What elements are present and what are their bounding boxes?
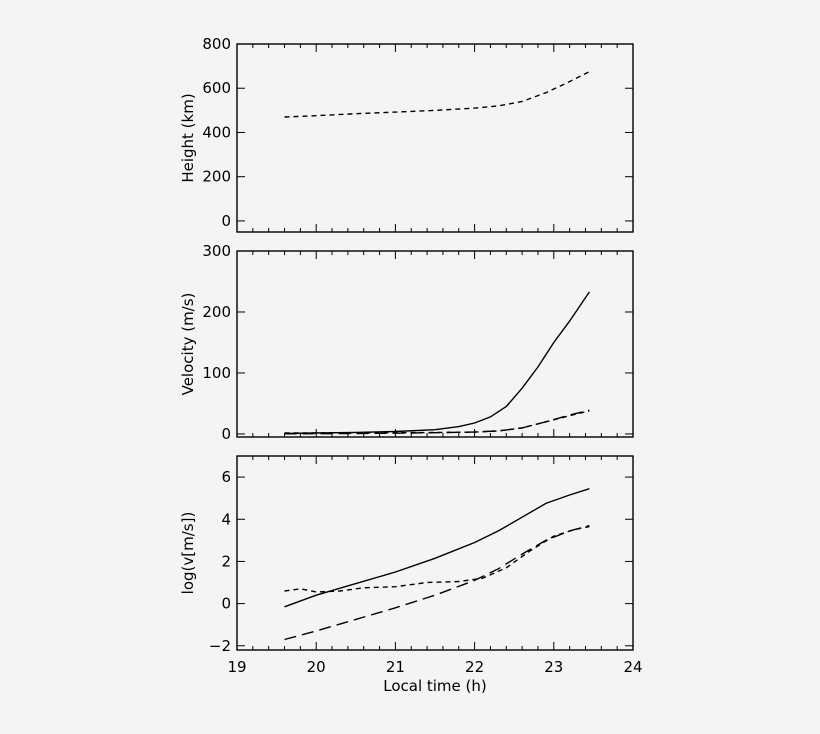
x-tick-label: 22 [465,658,484,676]
log-velocity-series-solid [284,488,590,608]
log-velocity-y-tick-label: 6 [221,468,231,486]
velocity-y-tick-label: 300 [202,242,231,260]
velocity-plot-frame [236,250,634,438]
x-tick-label: 23 [544,658,563,676]
height-y-tick-label: 400 [202,123,231,141]
height-y-tick-label: 800 [202,35,231,53]
velocity-series-long-dash [284,409,590,435]
log-velocity-series-short-dash [284,525,590,593]
log-velocity-y-tick-label: 0 [221,595,231,613]
height-y-tick-label: 600 [202,79,231,97]
log-velocity-y-tick-label: −2 [209,637,231,655]
velocity-y-tick-label: 0 [221,425,231,443]
log-velocity-y-tick-label: 4 [221,510,231,528]
x-tick-label: 20 [307,658,326,676]
height-y-tick-label: 200 [202,168,231,186]
velocity-y-axis-label: Velocity (m/s) [179,293,197,396]
velocity-series-solid [284,291,590,435]
x-tick-label: 24 [623,658,642,676]
height-y-tick-label: 0 [221,212,231,230]
height-panel: 0 200 400 600 800 Height (km) [179,35,634,233]
height-plot-frame [236,43,634,233]
x-tick-label: 21 [386,658,405,676]
log-velocity-y-tick-label: 2 [221,552,231,570]
x-tick-label: 19 [227,658,246,676]
x-axis-label: Local time (h) [383,677,487,695]
height-y-axis-label: Height (km) [179,93,197,182]
log-velocity-series-long-dash [284,524,590,641]
log-velocity-y-axis-label: log(v[m/s]) [179,512,197,595]
log-velocity-plot-frame [236,455,634,651]
velocity-y-tick-label: 100 [202,364,231,382]
height-series-short-dash [284,70,590,118]
velocity-panel: 0 100 200 300 Velocity (m/s) [179,242,634,443]
velocity-y-tick-label: 200 [202,303,231,321]
